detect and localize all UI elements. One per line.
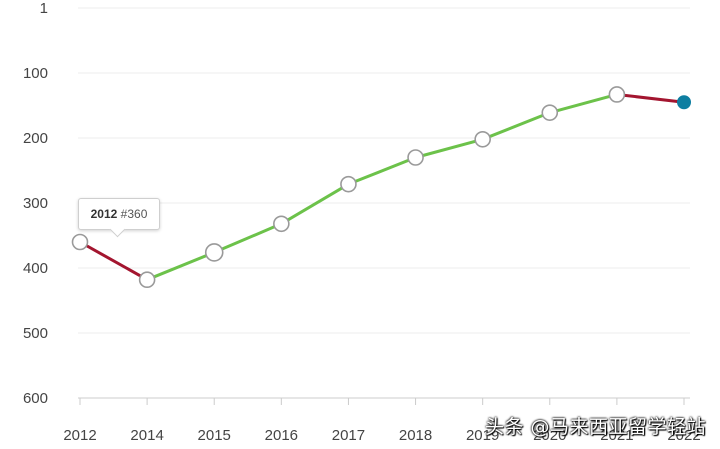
segment-2018-2019 — [414, 137, 485, 159]
data-point-2019[interactable] — [474, 131, 491, 148]
data-point-2021[interactable] — [608, 86, 626, 103]
segment-2012-2014 — [78, 240, 149, 282]
series-line — [78, 92, 686, 282]
x-tick-label-2016: 2016 — [265, 427, 298, 444]
x-tick-label-2015: 2015 — [198, 427, 231, 444]
watermark: 头条 @马来西亚留学轻站 — [484, 416, 706, 438]
x-tick-label-2022: 2022 — [667, 427, 700, 444]
tooltip-rank: #360 — [120, 207, 148, 221]
segment-2019-2020 — [481, 111, 552, 141]
x-tick-label-2017: 2017 — [332, 427, 365, 444]
segment-2017-2018 — [346, 156, 418, 186]
x-tick-label-2019: 2019 — [466, 427, 499, 444]
y-tick-label-500: 500 — [23, 325, 48, 342]
x-tick-label-2018: 2018 — [399, 427, 432, 444]
x-tick-label-2020: 2020 — [533, 427, 566, 444]
segment-2020-2021 — [548, 92, 619, 115]
data-point-2022[interactable] — [677, 95, 691, 110]
segment-2016-2017 — [279, 182, 350, 226]
data-point-2014[interactable] — [138, 271, 156, 289]
grid-lines — [78, 7, 690, 399]
tooltip-year: 2012 — [90, 207, 118, 221]
y-tick-label-400: 400 — [23, 260, 48, 277]
x-tick-label-2014: 2014 — [130, 427, 163, 444]
segment-2015-2016 — [212, 222, 283, 254]
x-tick-label-2021: 2021 — [600, 427, 633, 444]
y-tick-label-1: 1 — [40, 0, 48, 17]
y-tick-label-600: 600 — [23, 390, 48, 407]
x-axis-ticks: 2012 2014 2015 2016 2017 2018 2019 2020 2021 2022 — [63, 398, 701, 444]
data-point-2018[interactable] — [407, 149, 424, 166]
data-point-2016[interactable] — [273, 215, 290, 233]
x-tick-label-2012: 2012 — [63, 427, 96, 444]
data-point-2012[interactable] — [71, 233, 89, 251]
data-point-2020[interactable] — [541, 104, 559, 121]
y-tick-label-100: 100 — [23, 65, 48, 82]
data-point-2015[interactable] — [204, 243, 224, 262]
y-tick-label-200: 200 — [23, 130, 48, 147]
series-points[interactable] — [71, 86, 691, 289]
y-axis-ticks: 1 100 200 300 400 500 600 — [23, 0, 48, 407]
y-tick-label-300: 300 — [23, 195, 48, 212]
segment-2014-2015 — [145, 250, 216, 282]
data-point-2017[interactable] — [340, 175, 357, 193]
segment-2021-2022 — [615, 92, 686, 104]
